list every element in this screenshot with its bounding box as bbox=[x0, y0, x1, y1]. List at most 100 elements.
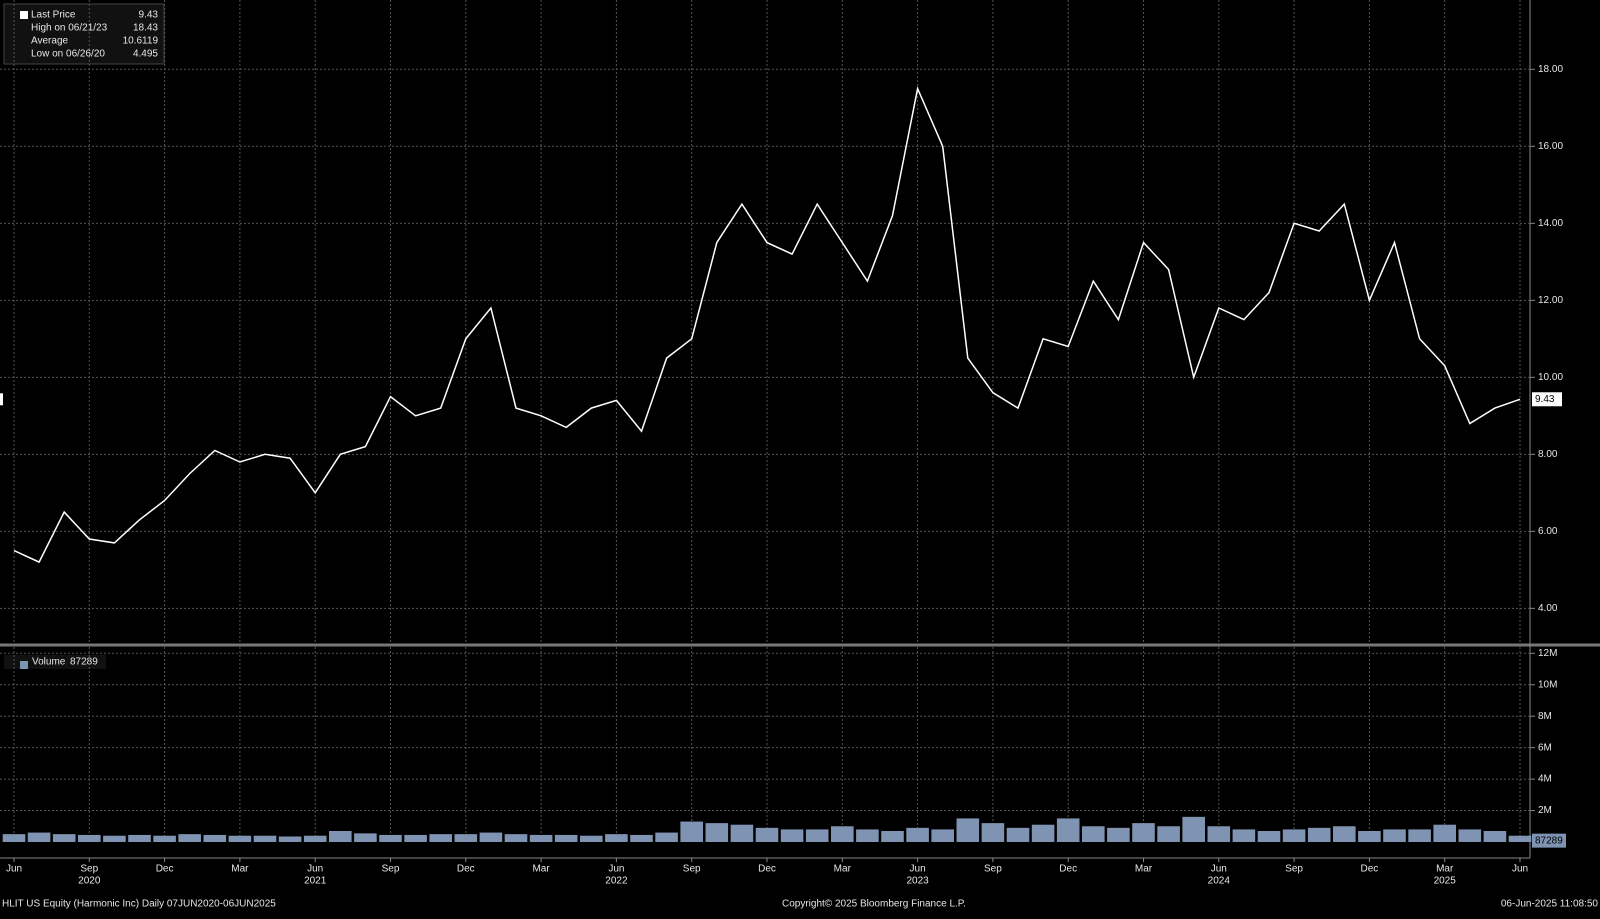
volume-bar bbox=[128, 834, 151, 842]
x-tick-label: Sep bbox=[984, 864, 1002, 875]
year-label: 2021 bbox=[304, 876, 327, 887]
volume-bar bbox=[705, 823, 729, 842]
volume-bar bbox=[103, 835, 126, 842]
volume-bar bbox=[1107, 827, 1130, 842]
volume-bar bbox=[1132, 823, 1155, 842]
volume-bar bbox=[303, 835, 327, 842]
x-tick-label: Dec bbox=[457, 864, 475, 875]
volume-bar bbox=[153, 835, 176, 842]
y-tick-label: 10M bbox=[1538, 679, 1557, 690]
volume-bar bbox=[981, 823, 1005, 842]
volume-bar bbox=[1082, 826, 1105, 842]
x-tick-label: Jun bbox=[608, 864, 624, 875]
legend-value: 10.6119 bbox=[123, 36, 159, 47]
volume-bar bbox=[1333, 826, 1356, 842]
last-volume-label: 87289 bbox=[1535, 835, 1563, 846]
legend-value: 4.495 bbox=[133, 49, 158, 60]
volume-bar bbox=[1282, 829, 1306, 842]
volume-bar bbox=[1383, 829, 1406, 842]
x-tick-label: Sep bbox=[80, 864, 98, 875]
volume-bar bbox=[906, 827, 929, 842]
x-tick-label: Mar bbox=[834, 864, 852, 875]
x-tick-label: Dec bbox=[1361, 864, 1379, 875]
y-tick-label: 4M bbox=[1538, 774, 1552, 785]
year-label: 2025 bbox=[1434, 876, 1457, 887]
volume-bar bbox=[780, 829, 804, 842]
volume-bar bbox=[278, 836, 302, 842]
x-tick-label: Mar bbox=[1436, 864, 1454, 875]
volume-bar bbox=[580, 835, 603, 842]
volume-legend-name: Volume bbox=[32, 657, 66, 668]
volume-bar bbox=[1307, 827, 1331, 842]
year-label: 2022 bbox=[605, 876, 628, 887]
x-tick-label: Mar bbox=[231, 864, 249, 875]
volume-bar bbox=[1232, 829, 1256, 842]
volume-bar bbox=[805, 829, 829, 842]
volume-bar bbox=[755, 827, 779, 842]
y-tick-label: 18.00 bbox=[1538, 64, 1563, 75]
volume-bar bbox=[931, 829, 954, 842]
footer-timestamp: 06-Jun-2025 11:08:50 bbox=[1501, 899, 1599, 910]
x-tick-label: Sep bbox=[683, 864, 701, 875]
y-tick-label: 6.00 bbox=[1538, 526, 1558, 537]
volume-bar bbox=[1182, 816, 1205, 842]
volume-bar bbox=[1157, 826, 1180, 842]
volume-bar bbox=[1508, 835, 1532, 842]
legend-name: Low on 06/26/20 bbox=[31, 49, 105, 60]
x-tick-label: Dec bbox=[1059, 864, 1077, 875]
legend-name: Last Price bbox=[31, 10, 76, 21]
volume-bar bbox=[379, 834, 402, 842]
volume-bar bbox=[52, 834, 76, 842]
x-tick-label: Sep bbox=[382, 864, 400, 875]
price-line bbox=[13, 86, 1521, 564]
volume-bar bbox=[1207, 826, 1231, 842]
volume-bar bbox=[354, 833, 377, 842]
volume-bar bbox=[404, 834, 427, 842]
last-volume-marker bbox=[1532, 833, 1566, 848]
last-price-left-marker bbox=[0, 393, 3, 406]
volume-legend-swatch bbox=[20, 661, 28, 669]
volume-bar bbox=[329, 830, 352, 842]
volume-bar bbox=[831, 826, 854, 842]
x-tick-label: Mar bbox=[1135, 864, 1153, 875]
x-tick-label: Jun bbox=[6, 864, 22, 875]
volume-bar bbox=[253, 835, 277, 842]
volume-bar bbox=[1458, 829, 1482, 842]
volume-bar bbox=[630, 834, 653, 842]
volume-bar bbox=[680, 821, 703, 842]
volume-bar bbox=[881, 830, 904, 842]
x-tick-label: Dec bbox=[758, 864, 776, 875]
volume-bar bbox=[605, 834, 628, 842]
y-tick-label: 10.00 bbox=[1538, 372, 1563, 383]
x-tick-label: Sep bbox=[1285, 864, 1303, 875]
volume-bar bbox=[730, 824, 754, 842]
legend-value: 9.43 bbox=[139, 10, 159, 21]
y-tick-label: 12M bbox=[1538, 648, 1557, 659]
volume-legend-value: 87289 bbox=[70, 657, 98, 668]
x-tick-label: Dec bbox=[156, 864, 174, 875]
volume-bar bbox=[27, 832, 51, 842]
volume-bar bbox=[1056, 818, 1080, 842]
year-label: 2020 bbox=[78, 876, 101, 887]
x-tick-label: Jun bbox=[1512, 864, 1528, 875]
legend-name: Average bbox=[31, 36, 69, 47]
volume-bar bbox=[1433, 824, 1456, 842]
volume-bar bbox=[529, 834, 553, 842]
x-tick-label: Jun bbox=[910, 864, 926, 875]
y-tick-label: 8.00 bbox=[1538, 449, 1558, 460]
volume-bar bbox=[1031, 824, 1055, 842]
y-tick-label: 4.00 bbox=[1538, 603, 1558, 614]
y-tick-label: 14.00 bbox=[1538, 218, 1563, 229]
volume-legend-box bbox=[4, 655, 106, 669]
volume-bar bbox=[178, 834, 201, 842]
legend-swatch bbox=[20, 11, 28, 19]
volume-bar bbox=[228, 835, 252, 842]
x-tick-label: Jun bbox=[1211, 864, 1227, 875]
volume-bar bbox=[1358, 830, 1381, 842]
volume-bar bbox=[1408, 829, 1431, 842]
footer-copyright: Copyright© 2025 Bloomberg Finance L.P. bbox=[782, 899, 966, 910]
last-price-label: 9.43 bbox=[1535, 394, 1555, 405]
last-price-marker bbox=[1532, 392, 1562, 407]
